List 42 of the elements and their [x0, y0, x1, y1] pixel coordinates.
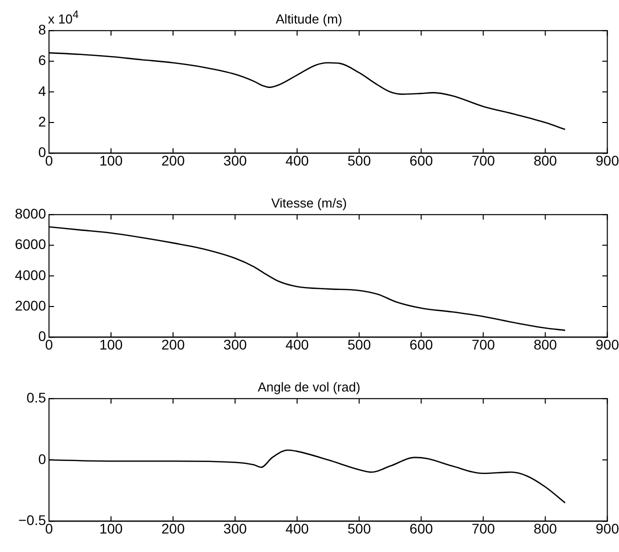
- x-tick-label: 700: [472, 520, 496, 536]
- x-tick-label: 300: [223, 520, 247, 536]
- y-tick-label: 8000: [14, 205, 46, 222]
- x-tick-label: 400: [285, 520, 310, 536]
- x-tick-label: 500: [348, 520, 372, 536]
- x-tick-label: 100: [99, 152, 123, 168]
- x-tick-label: 200: [161, 336, 185, 352]
- y-tick-label: 8: [38, 21, 46, 38]
- x-tick-label: 600: [410, 336, 434, 352]
- x-tick-label: 800: [534, 520, 558, 536]
- chart-title: Vitesse (m/s): [271, 195, 347, 210]
- y-tick-label: 2: [38, 113, 46, 130]
- x-tick-label: 400: [285, 336, 310, 352]
- y-tick-label: −0.5: [18, 512, 46, 528]
- y-tick-label: 6000: [14, 236, 46, 252]
- y-tick-label: 2000: [14, 297, 46, 314]
- chart-title: Angle de vol (rad): [258, 379, 360, 394]
- y-tick-label: 4: [38, 82, 46, 99]
- x-tick-label: 400: [285, 152, 310, 168]
- x-tick-label: 200: [161, 152, 185, 168]
- x-tick-label: 600: [410, 520, 434, 536]
- x-tick-label: 800: [534, 336, 558, 352]
- x-tick-label: 500: [348, 152, 372, 168]
- text: x 10$^{4}$: [48, 9, 79, 26]
- x-tick-label: 100: [99, 336, 123, 352]
- y-tick-label: 6: [38, 52, 46, 68]
- x-tick-label: 600: [410, 152, 434, 168]
- x-tick-label: 200: [161, 520, 185, 536]
- x-tick-label: 900: [596, 152, 619, 168]
- x-tick-label: 100: [99, 520, 123, 536]
- x-tick-label: 700: [472, 336, 496, 352]
- x-tick-label: 300: [223, 336, 247, 352]
- chart-title: Altitude (m): [276, 11, 342, 26]
- x-tick-label: 900: [596, 336, 619, 352]
- y-tick-label: 0: [38, 450, 46, 467]
- x-tick-label: 500: [348, 336, 372, 352]
- x-tick-label: 900: [596, 520, 619, 536]
- x-tick-label: 700: [472, 152, 496, 168]
- y-tick-label: 4000: [14, 266, 46, 283]
- x-tick-label: 800: [534, 152, 558, 168]
- y-tick-label: 0.5: [26, 389, 46, 406]
- x-tick-label: 300: [223, 152, 247, 168]
